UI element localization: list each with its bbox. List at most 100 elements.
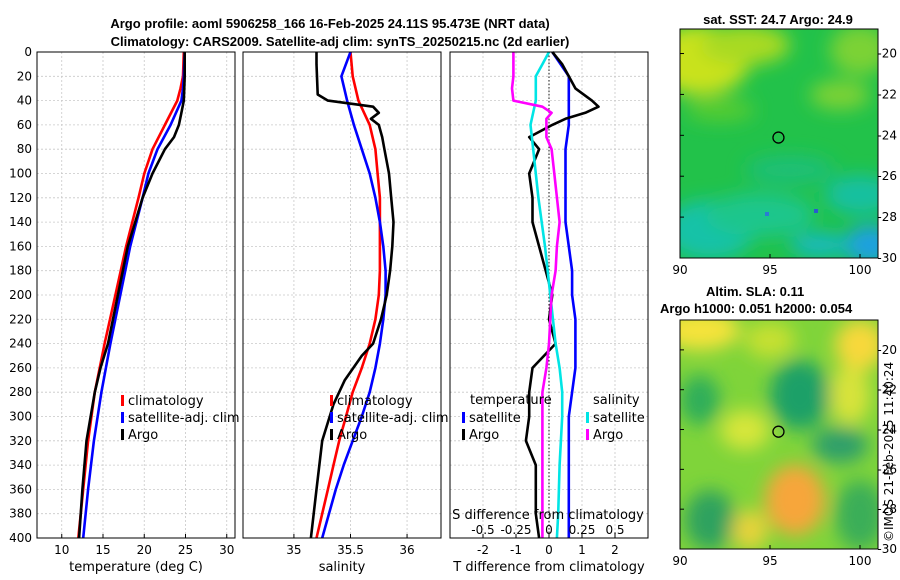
y-tick-label: 100 xyxy=(9,167,32,181)
series-s-satellite xyxy=(529,51,564,539)
series-argo xyxy=(309,52,395,539)
y-tick-label: 60 xyxy=(17,118,32,132)
sst-map-field xyxy=(680,29,878,258)
diff-legend-salinity-title: salinity xyxy=(593,393,640,408)
x-tick-label: 35 xyxy=(286,543,301,557)
diff-legend-s-argo-swatch xyxy=(586,429,589,440)
sst-map-frame xyxy=(679,28,879,259)
y-tick-label: 40 xyxy=(17,94,32,108)
y-tick-label: 240 xyxy=(9,337,32,351)
sst-map-title: sat. SST: 24.7 Argo: 24.9 xyxy=(703,12,853,27)
y-tick-label: 180 xyxy=(9,264,32,278)
x-tick-label: -1 xyxy=(510,543,522,557)
temp-legend-2-swatch xyxy=(121,429,124,440)
diff-legend-temperature-title: temperature xyxy=(470,393,552,408)
axes-frame xyxy=(242,51,442,539)
map-y-tick-label: -22 xyxy=(877,87,897,101)
top-x-tick-label: 0.25 xyxy=(569,523,596,537)
y-tick-label: 0 xyxy=(24,45,32,59)
sal-legend-0-label: climatology xyxy=(337,394,413,409)
axes-frame xyxy=(36,51,236,539)
map-y-tick-label: -24 xyxy=(877,423,897,437)
y-tick-label: 20 xyxy=(17,69,32,83)
sla-map-field xyxy=(680,320,878,549)
sla-map-axes: 90 95 100 -30 -28 -26 -24 -22 -20 xyxy=(672,343,897,568)
y-tick-label: 220 xyxy=(9,312,32,326)
x-tick-label: 30 xyxy=(219,543,234,557)
sla-map-frame xyxy=(679,319,879,550)
y-tick-label: 160 xyxy=(9,239,32,253)
y-tick-label: 140 xyxy=(9,215,32,229)
x-axis-label: T difference from climatology xyxy=(452,560,645,575)
argo-location-marker-sla xyxy=(772,425,785,438)
map-y-tick-label: -30 xyxy=(877,251,897,265)
sal-legend-1-swatch xyxy=(330,412,333,423)
map-y-tick-label: -28 xyxy=(877,210,897,224)
temp-legend-0-label: climatology xyxy=(128,394,204,409)
temp-legend-1-label: satellite-adj. clim xyxy=(128,411,240,426)
map-x-tick-label: 90 xyxy=(672,554,687,568)
map-y-tick-label: -22 xyxy=(877,383,897,397)
y-tick-label: 380 xyxy=(9,507,32,521)
y-tick-label: 340 xyxy=(9,458,32,472)
map-y-tick-label: -24 xyxy=(877,128,897,142)
x-tick-label: 0 xyxy=(545,543,553,557)
diff-legend-s-sat-swatch xyxy=(586,412,589,423)
map-y-tick-label: -26 xyxy=(877,462,897,476)
temperature-panel: 10 15 20 25 30 temperature (deg C) 0 20 40 60 80 10… xyxy=(9,45,240,575)
y-tick-label: 200 xyxy=(9,288,32,302)
sla-map-subtitle: Argo h1000: 0.051 h2000: 0.054 xyxy=(660,301,853,316)
x-tick-label: 25 xyxy=(178,543,193,557)
map-y-tick-label: -20 xyxy=(877,47,897,61)
x-tick-label: 15 xyxy=(95,543,110,557)
y-tick-label: 80 xyxy=(17,142,32,156)
x-tick-label: 2 xyxy=(611,543,619,557)
series-s-argo xyxy=(510,52,561,538)
temp-legend-2-label: Argo xyxy=(128,428,158,443)
map-x-tick-label: 90 xyxy=(672,263,687,277)
diff-legend-t-argo-swatch xyxy=(462,429,465,440)
top-x-tick-label: 0 xyxy=(545,523,553,537)
y-tick-label: 400 xyxy=(9,531,32,545)
x-tick-label: 10 xyxy=(54,543,69,557)
sst-map-axes: 90 95 100 -30 -28 -26 -24 -22 -20 xyxy=(672,47,897,277)
series-argo xyxy=(77,52,186,539)
top-x-tick-label: -0.5 xyxy=(471,523,494,537)
map-y-tick-label: -20 xyxy=(877,343,897,357)
y-tick-label: 300 xyxy=(9,410,32,424)
imos-credit: ©IMOS 21-Feb-2025 11:40:24 xyxy=(882,362,896,542)
temp-legend-1-swatch xyxy=(121,412,124,423)
x-tick-label: 20 xyxy=(137,543,152,557)
y-tick-label: 260 xyxy=(9,361,32,375)
sal-legend-1-label: satellite-adj. clim xyxy=(337,411,449,426)
map-x-tick-label: 100 xyxy=(849,554,872,568)
diff-legend-t-argo-label: Argo xyxy=(469,428,499,443)
y-tick-label: 320 xyxy=(9,434,32,448)
series-climatology xyxy=(315,51,382,539)
x-tick-label: 36 xyxy=(399,543,414,557)
diff-legend-s-sat-label: satellite xyxy=(593,411,645,426)
map-y-tick-label: -28 xyxy=(877,502,897,516)
top-x-tick-label: 0.5 xyxy=(605,523,624,537)
y-tick-label: 280 xyxy=(9,385,32,399)
difference-panel: -2 -1 0 1 2 T difference from climatology temp… xyxy=(449,51,649,575)
x-tick-label: -2 xyxy=(477,543,489,557)
series-t-argo xyxy=(524,51,600,539)
sal-legend-2-swatch xyxy=(330,429,333,440)
map-y-tick-label: -26 xyxy=(877,169,897,183)
top-x-axis-label: S difference from climatology xyxy=(452,508,644,523)
y-tick-label: 360 xyxy=(9,482,32,496)
x-axis-label: temperature (deg C) xyxy=(69,560,203,575)
y-tick-label: 120 xyxy=(9,191,32,205)
argo-location-marker-sst xyxy=(772,131,785,144)
sla-map-title: Altim. SLA: 0.11 xyxy=(706,284,804,299)
diff-legend-s-argo-label: Argo xyxy=(593,428,623,443)
figure-title-line1: Argo profile: aoml 5906258_166 16-Feb-20… xyxy=(110,16,549,31)
figure-title-line2: Climatology: CARS2009. Satellite-adj cli… xyxy=(111,34,570,49)
diff-legend-t-sat-label: satellite xyxy=(469,411,521,426)
salinity-panel: 35 35.5 36 salinity climatology satellite-adj… xyxy=(242,51,449,575)
map-x-tick-label: 95 xyxy=(762,554,777,568)
x-tick-label: 35.5 xyxy=(337,543,364,557)
x-axis-label: salinity xyxy=(319,560,366,575)
